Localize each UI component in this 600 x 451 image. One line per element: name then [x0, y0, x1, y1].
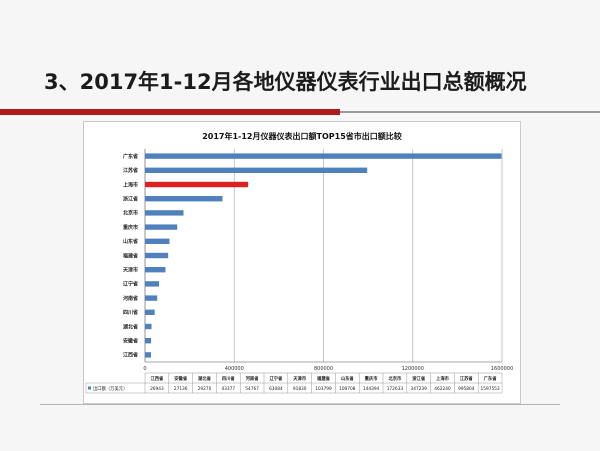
table-column-header: 广东省 [484, 375, 498, 382]
category-label: 江西省 [123, 352, 138, 359]
category-label: 湖北省 [123, 323, 138, 330]
legend-swatch [88, 386, 91, 390]
table-column-header: 四川省 [222, 375, 236, 382]
table-cell: 27136 [174, 386, 188, 392]
bar [145, 181, 249, 188]
category-labels: 广东省江苏省上海市浙江省北京市重庆市山东省福建省天津市辽宁省河南省四川省湖北省安… [122, 153, 138, 359]
table-column-header: 江西省 [150, 375, 164, 382]
table-column-header: 江苏省 [460, 375, 474, 382]
table-cell: 103799 [315, 386, 332, 392]
category-label: 广东省 [123, 153, 138, 160]
table-cell: 54767 [245, 386, 259, 392]
table-cell: 1597553 [481, 386, 500, 392]
bar [145, 167, 368, 173]
category-label: 安徽省 [123, 338, 138, 345]
bar [145, 210, 184, 216]
table-column-header: 重庆市 [365, 375, 379, 382]
table-column-header: 天津市 [293, 375, 307, 382]
bar [145, 224, 178, 230]
table-column-header: 北京市 [388, 375, 402, 382]
bar [145, 323, 152, 330]
bar [145, 196, 223, 202]
x-tick-label: 400000 [225, 366, 244, 372]
x-tick-label: 1600000 [491, 366, 513, 372]
table-column-header: 浙江省 [412, 375, 426, 382]
x-tick-label: 1200000 [402, 366, 424, 372]
slide-title: 3、2017年1-12月各地仪器仪表行业出口总额概况 [44, 70, 527, 94]
table-cell: 43377 [221, 386, 235, 392]
table-column-header: 辽宁省 [269, 375, 283, 382]
table-column-header: 河南省 [245, 375, 260, 382]
bar [145, 153, 502, 159]
table-cell: 462240 [434, 386, 451, 392]
category-label: 天津市 [123, 267, 138, 274]
data-table: 出口额（万美元） 江西省 26943 安徽省 27136 湖北省 29270 四川省 43377… [85, 372, 503, 394]
table-cell: 995804 [458, 386, 475, 392]
table-row-label: 出口额（万美元） [93, 385, 127, 392]
table-column-header: 福建省 [316, 375, 331, 382]
bar [145, 238, 170, 244]
table-cell: 91830 [293, 386, 307, 392]
title-underline-red [0, 109, 340, 115]
category-label: 辽宁省 [123, 281, 138, 288]
category-label: 重庆市 [123, 224, 138, 231]
table-cell: 63084 [269, 386, 283, 392]
table-cell: 109708 [339, 386, 356, 392]
table-cell: 172633 [387, 386, 404, 392]
table-cell: 29270 [198, 386, 212, 392]
category-label: 河南省 [122, 295, 138, 302]
bar [145, 281, 160, 287]
table-column-header: 安徽省 [174, 375, 188, 382]
category-label: 浙江省 [123, 196, 138, 203]
table-cell: 144394 [363, 386, 380, 392]
table-cell: 347239 [410, 386, 427, 392]
bar [145, 352, 152, 358]
category-label: 福建省 [122, 252, 138, 259]
table-column-header: 山东省 [341, 375, 355, 382]
chart-panel: 2017年1-12月仪器仪表出口额TOP15省市出口额比较 广东省 江苏省 上海市浙… [83, 121, 521, 404]
bar [145, 338, 152, 344]
table-column-header: 湖北省 [198, 375, 212, 382]
table-column-header: 上海市 [436, 375, 450, 382]
category-label: 四川省 [123, 309, 138, 316]
grid-lines [144, 149, 503, 363]
category-label: 江苏省 [123, 167, 138, 174]
x-tick-labels: 0 400000 800000 1200000 1600000 [143, 366, 513, 372]
bar [145, 309, 155, 315]
bottom-rule [40, 404, 560, 405]
category-label: 山东省 [123, 238, 138, 245]
x-tick-label: 0 [143, 366, 146, 372]
x-tick-label: 800000 [314, 366, 333, 372]
category-label: 上海市 [123, 181, 138, 188]
bar [145, 252, 169, 259]
bar [145, 295, 158, 301]
bar-chart: 2017年1-12月仪器仪表出口额TOP15省市出口额比较 广东省江苏省上海市浙… [85, 131, 513, 394]
title-underline-grey [340, 111, 600, 113]
bar [145, 267, 166, 273]
category-label: 北京市 [123, 210, 138, 217]
table-cell: 26943 [150, 386, 164, 392]
bars [145, 153, 502, 358]
chart-title: 2017年1-12月仪器仪表出口额TOP15省市出口额比较 [202, 131, 402, 141]
